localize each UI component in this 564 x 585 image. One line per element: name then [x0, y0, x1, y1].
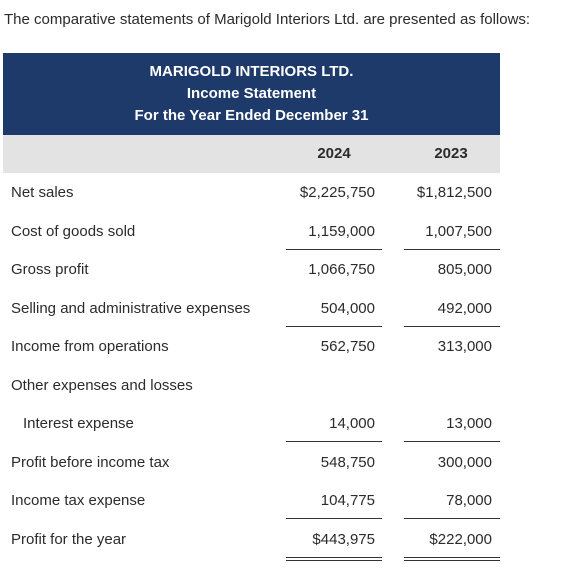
- row-cost-of-goods-sold: Cost of goods sold 1,159,000 1,007,500: [3, 212, 500, 251]
- value-2023: 805,000: [437, 261, 492, 278]
- underline-rule: [286, 441, 382, 442]
- value-2024: 1,066,750: [308, 261, 375, 278]
- value-2023: 78,000: [446, 492, 492, 509]
- row-selling-admin-expenses: Selling and administrative expenses 504,…: [3, 289, 500, 328]
- underline-rule: [404, 441, 500, 442]
- row-label: Interest expense: [23, 415, 134, 432]
- row-profit-before-income-tax: Profit before income tax 548,750 300,000: [3, 443, 500, 482]
- value-2023: $1,812,500: [416, 184, 492, 201]
- underline-rule: [404, 248, 500, 250]
- row-profit-for-the-year: Profit for the year $443,975 $222,000: [3, 520, 500, 561]
- row-income-from-operations: Income from operations 562,750 313,000: [3, 327, 500, 366]
- statement-title: Income Statement: [186, 85, 317, 102]
- value-2024: $443,975: [312, 530, 375, 548]
- row-label: Gross profit: [11, 261, 89, 278]
- statement-period: For the Year Ended December 31: [134, 107, 369, 124]
- row-other-expenses-and-losses: Other expenses and losses: [3, 366, 500, 405]
- column-header-row: 2024 2023: [3, 135, 500, 173]
- value-2023: 13,000: [446, 415, 492, 432]
- row-net-sales: Net sales $2,225,750 $1,812,500: [3, 173, 500, 212]
- value-2023: 1,007,500: [425, 222, 492, 240]
- value-2024: 104,775: [320, 492, 375, 509]
- row-label: Profit before income tax: [11, 453, 170, 471]
- double-underline-rule: [404, 556, 500, 561]
- value-2024: 504,000: [320, 299, 375, 317]
- row-label: Income tax expense: [11, 492, 146, 509]
- value-2024: $2,225,750: [299, 184, 375, 201]
- underline-rule: [404, 518, 500, 519]
- value-2024: 548,750: [320, 453, 375, 471]
- value-2023: $222,000: [429, 530, 492, 548]
- value-2024: 562,750: [320, 338, 375, 355]
- row-income-tax-expense: Income tax expense 104,775 78,000: [3, 481, 500, 520]
- underline-rule: [404, 325, 500, 327]
- value-2024: 1,159,000: [308, 222, 375, 240]
- value-2023: 313,000: [437, 338, 492, 355]
- intro-text: The comparative statements of Marigold I…: [4, 11, 531, 28]
- underline-rule: [286, 248, 382, 250]
- statement-header: MARIGOLD INTERIORS LTD. Income Statement…: [3, 53, 500, 135]
- income-statement-table: MARIGOLD INTERIORS LTD. Income Statement…: [3, 53, 500, 561]
- value-2023: 300,000: [437, 453, 492, 471]
- column-header-2024: 2024: [317, 145, 351, 162]
- column-header-2023: 2023: [434, 145, 468, 162]
- value-2023: 492,000: [437, 299, 492, 317]
- company-name: MARIGOLD INTERIORS LTD.: [149, 63, 354, 80]
- underline-rule: [286, 518, 382, 519]
- row-label: Selling and administrative expenses: [11, 299, 251, 317]
- row-label: Cost of goods sold: [11, 222, 136, 240]
- underline-rule: [286, 325, 382, 327]
- row-gross-profit: Gross profit 1,066,750 805,000: [3, 250, 500, 289]
- double-underline-rule: [286, 556, 382, 561]
- row-interest-expense: Interest expense 14,000 13,000: [3, 404, 500, 443]
- row-label: Other expenses and losses: [11, 376, 193, 394]
- value-2024: 14,000: [329, 415, 375, 432]
- row-label: Profit for the year: [11, 530, 127, 548]
- row-label: Income from operations: [11, 338, 169, 355]
- row-label: Net sales: [11, 184, 74, 201]
